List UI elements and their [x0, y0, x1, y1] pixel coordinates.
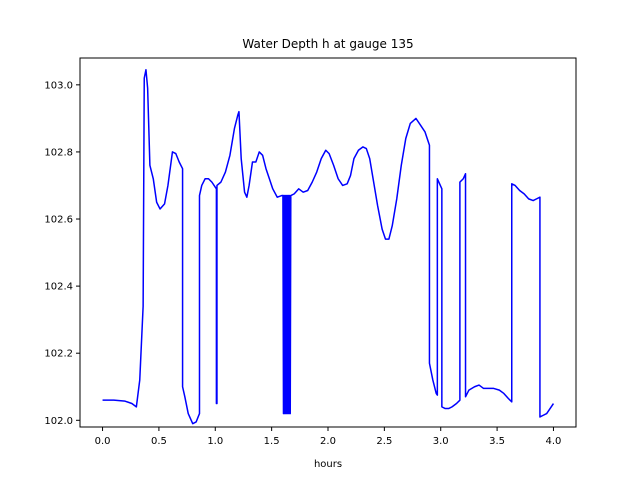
- x-tick-label: 0.0: [95, 436, 111, 447]
- x-tick-label: 1.0: [207, 436, 223, 447]
- y-axis: 102.0 102.2 102.4 102.6 102.8 103.0: [44, 80, 80, 427]
- series-line-0: [102, 68, 555, 425]
- y-tick-label: 102.4: [44, 282, 73, 293]
- x-tick-label: 4.0: [546, 436, 562, 447]
- y-tick-label: 102.0: [44, 416, 73, 427]
- x-tick-label: 0.5: [151, 436, 167, 447]
- y-tick-label: 102.2: [44, 349, 73, 360]
- y-tick-label: 103.0: [44, 80, 73, 91]
- plot-area: [102, 68, 555, 425]
- x-axis: 0.0 0.5 1.0 1.5 2.0 2.5 3.0 3.5 4.0: [95, 427, 562, 447]
- x-axis-label: hours: [314, 459, 342, 470]
- y-tick-label: 102.6: [44, 215, 73, 226]
- x-tick-label: 3.5: [489, 436, 505, 447]
- x-tick-label: 2.0: [320, 436, 336, 447]
- x-tick-label: 3.0: [433, 436, 449, 447]
- chart-title: Water Depth h at gauge 135: [242, 37, 413, 51]
- x-tick-label: 1.5: [264, 436, 280, 447]
- x-tick-label: 2.5: [376, 436, 392, 447]
- y-tick-label: 102.8: [44, 147, 73, 158]
- plot-frame: [79, 57, 577, 428]
